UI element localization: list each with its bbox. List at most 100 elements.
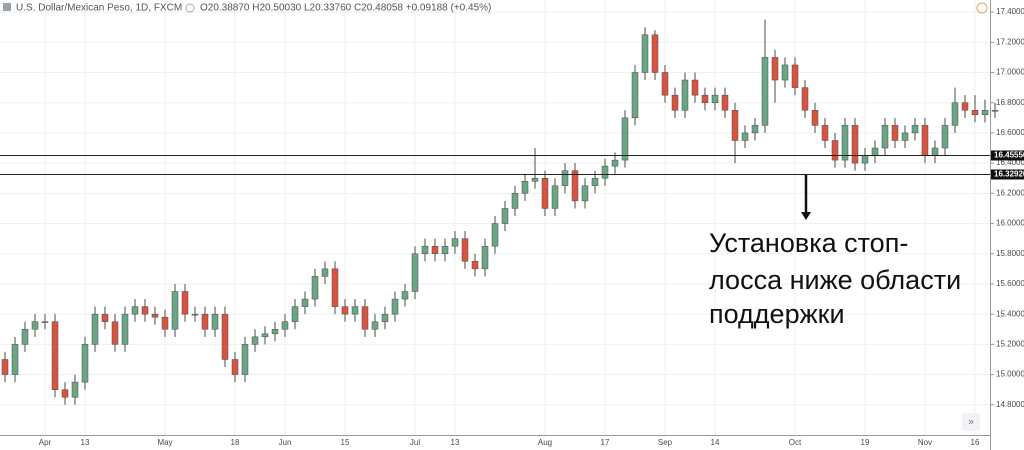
candle-body xyxy=(211,313,219,330)
annotation: поддержки xyxy=(709,299,845,329)
candle-body xyxy=(371,321,379,330)
x-tick-label: Jun xyxy=(279,438,292,447)
y-tick-label: 16.60000 xyxy=(996,128,1024,137)
candle-body xyxy=(641,34,649,73)
scroll-icon: » xyxy=(968,417,974,428)
x-tick-label: Oct xyxy=(789,438,802,447)
y-tick-label: 16.00000 xyxy=(996,219,1024,228)
candle-body xyxy=(261,333,269,338)
candle-body xyxy=(11,344,19,375)
x-tick-label: Apr xyxy=(39,438,52,447)
annotation: Установка стоп- xyxy=(709,228,908,258)
candle-body xyxy=(851,125,859,164)
candle-body xyxy=(331,268,339,307)
candle-body xyxy=(791,64,799,88)
annotation: лосса ниже области xyxy=(709,265,961,295)
candle-body xyxy=(611,159,619,167)
y-tick-label: 15.40000 xyxy=(996,309,1024,318)
candle-body xyxy=(241,344,249,375)
candle-body xyxy=(491,223,499,247)
visibility-icon[interactable] xyxy=(185,3,195,13)
candle-body xyxy=(151,313,159,318)
candle-body xyxy=(171,291,179,330)
x-tick-label: 18 xyxy=(231,438,240,447)
y-tick-label: 15.00000 xyxy=(996,370,1024,379)
candle-body xyxy=(461,238,469,262)
candle-body xyxy=(681,79,689,111)
candle-body xyxy=(441,245,449,255)
x-tick-label: Aug xyxy=(538,438,552,447)
y-tick-label: 16.80000 xyxy=(996,98,1024,107)
candle-body xyxy=(181,291,189,315)
candle-body xyxy=(431,245,439,255)
candle-body xyxy=(341,306,349,315)
price-label-box xyxy=(991,150,1024,161)
x-tick-label: 17 xyxy=(601,438,610,447)
candle-body xyxy=(651,34,659,73)
candle-body xyxy=(831,140,839,161)
x-tick-label: Jul xyxy=(410,438,420,447)
candle-body xyxy=(771,57,779,81)
y-tick-label: 17.00000 xyxy=(996,68,1024,77)
candle-body xyxy=(31,321,39,330)
candle-body xyxy=(701,94,709,103)
candle-body xyxy=(51,321,59,390)
candle-body xyxy=(631,72,639,119)
x-tick-label: 13 xyxy=(451,438,460,447)
y-tick-label: 16.20000 xyxy=(996,188,1024,197)
symbol-icon xyxy=(3,3,11,11)
candle-body xyxy=(301,298,309,307)
candle-body xyxy=(541,177,549,209)
candle-body xyxy=(381,313,389,322)
candle-body xyxy=(811,110,819,126)
candle-body xyxy=(711,94,719,103)
candle-body xyxy=(221,313,229,360)
candle-body xyxy=(1,359,9,375)
scroll-button[interactable] xyxy=(962,413,980,431)
candle-body xyxy=(481,245,489,270)
candle-body xyxy=(131,306,139,315)
candle-body xyxy=(321,268,329,277)
chart-title: U.S. Dollar/Mexican Peso, 1D, FXCM xyxy=(16,3,182,14)
candle-body xyxy=(661,72,669,96)
candle-body xyxy=(501,208,509,224)
candle-body xyxy=(911,125,919,134)
y-tick-label: 15.20000 xyxy=(996,339,1024,348)
candle-body xyxy=(421,245,429,255)
settings-icon[interactable] xyxy=(976,2,988,14)
y-tick-label: 15.60000 xyxy=(996,279,1024,288)
candle-body xyxy=(741,132,749,141)
candle-body xyxy=(621,117,629,161)
y-tick-label: 17.20000 xyxy=(996,37,1024,46)
candle-body xyxy=(601,165,609,179)
candle-body xyxy=(201,313,209,330)
candle-body xyxy=(71,381,79,398)
candle-body xyxy=(351,306,359,315)
x-tick-label: 15 xyxy=(341,438,350,447)
candle-body xyxy=(531,177,539,182)
candle-body xyxy=(291,306,299,322)
y-tick-label: 15.80000 xyxy=(996,249,1024,258)
price-label: 16.32920 xyxy=(994,170,1024,179)
candle-body xyxy=(861,155,869,164)
candle-body xyxy=(271,329,279,335)
candle-body xyxy=(251,336,259,345)
candle-body xyxy=(881,125,889,149)
x-tick-label: 14 xyxy=(711,438,720,447)
candle-body xyxy=(471,261,479,270)
candle-body xyxy=(361,306,369,330)
candle-body xyxy=(401,291,409,300)
candle-body xyxy=(721,94,729,111)
candle-body xyxy=(671,94,679,111)
y-tick-label: 16.40000 xyxy=(996,158,1024,167)
candle-body xyxy=(871,147,879,156)
candle-body xyxy=(41,321,49,323)
price-label-box xyxy=(991,169,1024,180)
candle-body xyxy=(801,87,809,111)
candle-body xyxy=(781,64,789,81)
candle-body xyxy=(121,313,129,345)
candle-body xyxy=(951,102,959,126)
candle-body xyxy=(281,321,289,330)
candle-body xyxy=(961,102,969,111)
